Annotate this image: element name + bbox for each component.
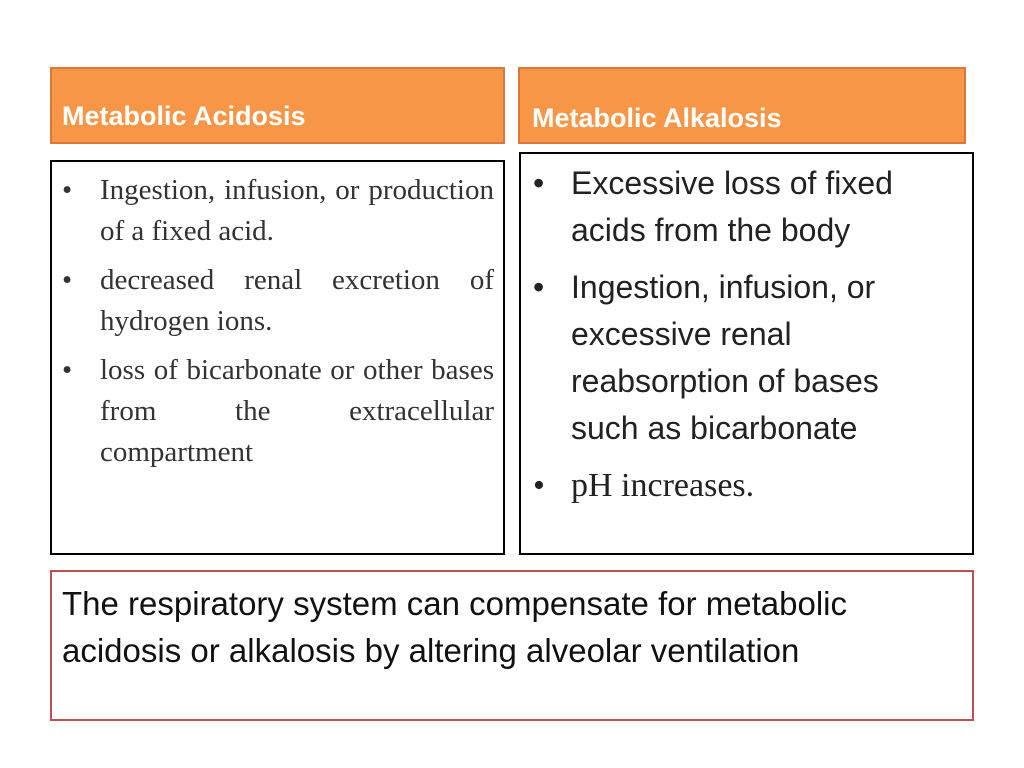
bullet-icon: • [533, 165, 545, 201]
list-item: • Excessive loss of fixed acids from the… [533, 160, 953, 254]
header-label: Metabolic Acidosis [62, 101, 306, 131]
list-item-text: Ingestion, infusion, or production of a … [100, 174, 494, 247]
compensation-note-box: The respiratory system can compensate fo… [50, 570, 974, 721]
header-label: Metabolic Alkalosis [532, 103, 782, 133]
bullet-icon: • [533, 467, 545, 504]
acidosis-causes-list: • Ingestion, infusion, or production of … [62, 170, 494, 481]
bullet-icon: • [62, 264, 73, 296]
list-item-text: Excessive loss of fixed acids from the b… [571, 165, 893, 248]
bullet-icon: • [62, 174, 73, 206]
list-item: • Ingestion, infusion, or production of … [62, 170, 494, 252]
alkalosis-content-box: • Excessive loss of fixed acids from the… [519, 152, 974, 555]
acidosis-content-box: • Ingestion, infusion, or production of … [50, 160, 505, 555]
compensation-note-text: The respiratory system can compensate fo… [62, 585, 847, 669]
header-metabolic-acidosis: Metabolic Acidosis [50, 67, 505, 144]
list-item: • decreased renal excretion of hydrogen … [62, 260, 494, 342]
list-item: • loss of bicarbonate or other bases fro… [62, 350, 494, 473]
list-item-text: loss of bicarbonate or other bases from … [100, 354, 494, 468]
list-item-text: Ingestion, infusion, or excessive renal … [571, 269, 879, 446]
bullet-icon: • [533, 269, 545, 305]
alkalosis-causes-list: • Excessive loss of fixed acids from the… [533, 160, 953, 519]
list-item: • pH increases. [533, 462, 953, 509]
list-item-text: pH increases. [571, 467, 755, 504]
list-item-text: decreased renal excretion of hydrogen io… [100, 264, 494, 337]
list-item: • Ingestion, infusion, or excessive rena… [533, 264, 953, 452]
header-metabolic-alkalosis: Metabolic Alkalosis [518, 67, 966, 144]
bullet-icon: • [62, 354, 73, 386]
